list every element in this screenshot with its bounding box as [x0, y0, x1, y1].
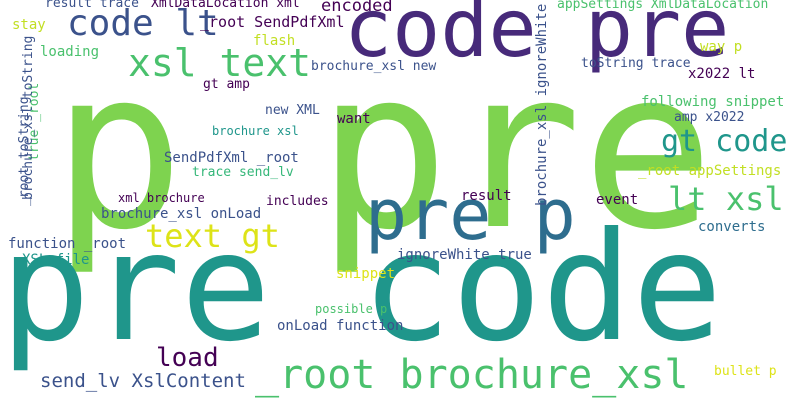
cloud-word: stay — [12, 17, 46, 33]
cloud-word: _root SendPdfXml — [200, 13, 345, 31]
cloud-word: pre code — [0, 201, 723, 375]
cloud-word: text gt — [145, 217, 280, 255]
cloud-word: appSettings XmlDataLocation — [557, 0, 769, 12]
cloud-word: includes — [266, 194, 329, 209]
cloud-word: SendPdfXml _root — [164, 150, 299, 166]
cloud-word: _root appSettings — [638, 163, 782, 179]
cloud-word: new XML — [265, 103, 320, 118]
cloud-word: xsl text — [128, 41, 312, 85]
cloud-word: event — [596, 192, 639, 208]
cloud-word: load — [156, 343, 219, 373]
cloud-word: XSL file — [22, 252, 90, 268]
cloud-word: loading — [40, 44, 100, 60]
cloud-word: flash — [253, 33, 296, 49]
cloud-word: encoded — [321, 0, 393, 16]
cloud-word: want — [337, 111, 371, 127]
cloud-word: brochure_xsl toString — [21, 36, 36, 201]
cloud-word: ignoreWhite true — [397, 247, 532, 263]
cloud-word: brochure_xsl new — [311, 59, 437, 74]
cloud-word: code pre — [344, 0, 730, 75]
cloud-word: x2022 lt — [688, 66, 756, 82]
cloud-word: p pre — [52, 22, 715, 278]
cloud-word: brochure_xsl ignoreWhite — [534, 4, 550, 207]
cloud-word: amp x2022 — [674, 110, 745, 125]
cloud-word: pre p — [365, 174, 576, 256]
cloud-word: result trace — [45, 0, 139, 11]
cloud-word: brochure_xsl onLoad — [101, 206, 262, 222]
cloud-word: code lt — [67, 3, 219, 44]
cloud-word: following snippet — [641, 94, 785, 110]
cloud-word: send_lv XslContent — [40, 370, 246, 392]
cloud-word: toString trace — [581, 56, 691, 71]
cloud-word: gt code — [661, 124, 788, 159]
cloud-word: bullet p — [714, 364, 777, 379]
cloud-word: gt amp — [203, 77, 250, 92]
cloud-word: brochure xsl — [212, 124, 299, 138]
cloud-word: onLoad function — [277, 318, 404, 334]
cloud-word: function _root — [8, 236, 127, 252]
cloud-word: XmlDataLocation xml — [151, 0, 300, 11]
cloud-word: _root brochure_xsl — [255, 352, 689, 398]
cloud-word: snippet — [336, 266, 396, 282]
cloud-word: lt xsl — [668, 180, 784, 218]
cloud-word: result — [461, 188, 512, 204]
cloud-word: converts — [698, 219, 766, 235]
cloud-word: trace send_lv — [192, 165, 294, 180]
cloud-word: xml brochure — [118, 191, 205, 205]
cloud-word: possible p — [315, 302, 388, 316]
cloud-word: way p — [700, 39, 743, 55]
